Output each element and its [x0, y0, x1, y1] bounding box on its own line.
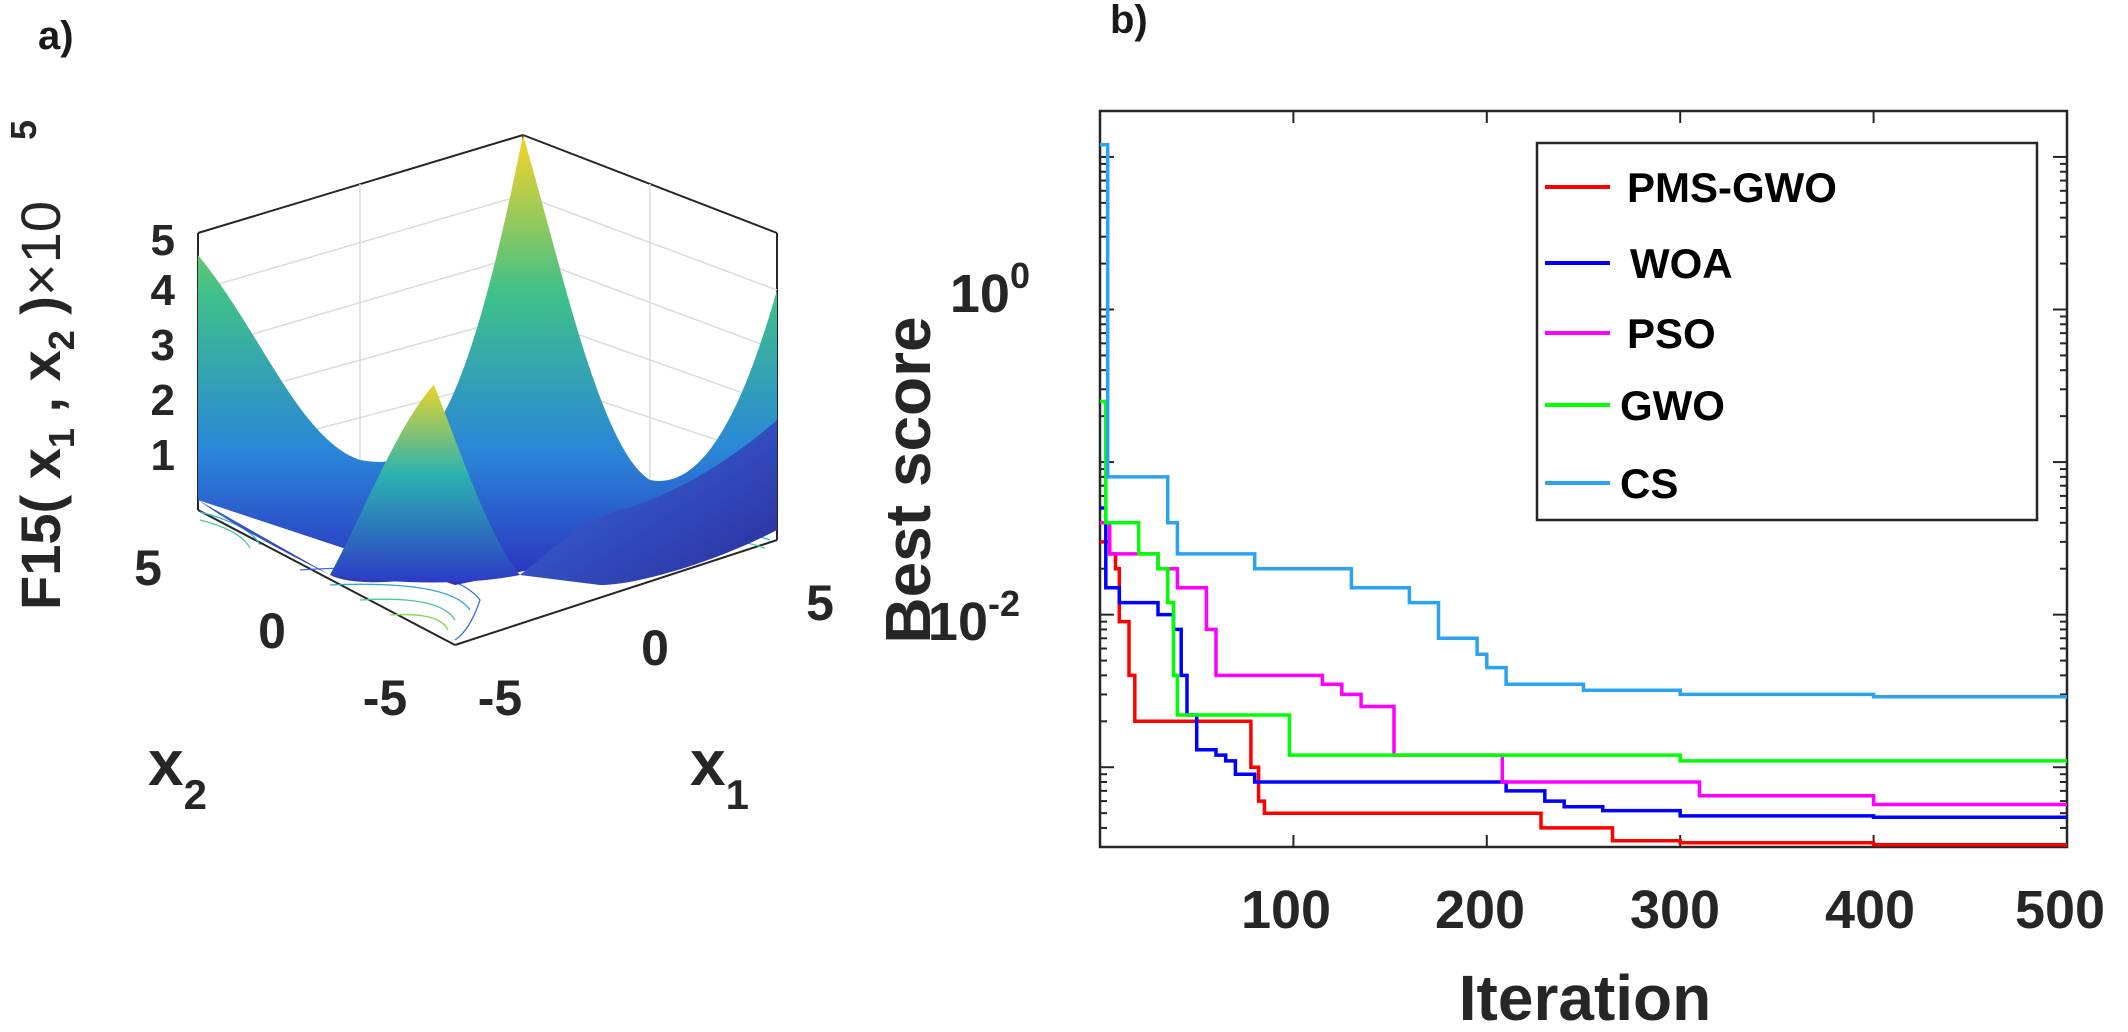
z-tick-label: 2 — [151, 376, 175, 425]
legend-label: GWO — [1620, 382, 1725, 429]
x2-tick-label: 0 — [258, 603, 286, 659]
x1-tick-label: 0 — [641, 620, 669, 676]
x1-tick-label: -5 — [478, 670, 522, 726]
legend-label: PMS-GWO — [1627, 164, 1837, 211]
x2-tick-label: -5 — [363, 670, 407, 726]
x1-tick-label: 5 — [806, 575, 834, 631]
legend-label: CS — [1620, 460, 1678, 507]
z-tick-label: 3 — [151, 321, 175, 370]
z-scale-exponent: 5 — [3, 120, 44, 140]
x1-axis-label: x1 — [690, 727, 749, 818]
x2-tick-label: 5 — [134, 540, 162, 596]
legend-label: WOA — [1630, 240, 1733, 287]
legend: PMS-GWO WOA PSO GWO CS — [1537, 143, 2037, 520]
x-tick-label: 100 — [1241, 880, 1331, 940]
y-tick-label: 100 — [950, 255, 1030, 324]
x-axis-label: Iteration — [1459, 962, 1711, 1032]
x2-axis-label: x2 — [148, 727, 207, 818]
x-tick-label: 500 — [2015, 880, 2105, 940]
x-tick-label: 200 — [1435, 880, 1525, 940]
convergence-chart: 100 10-2 100 200 300 400 500 Iteration B… — [872, 111, 2105, 1032]
z-tick-label: 5 — [151, 216, 175, 265]
x-tick-label: 400 — [1825, 880, 1915, 940]
z-tick-label: 1 — [151, 431, 175, 480]
x-tick-label: 300 — [1630, 880, 1720, 940]
legend-label: PSO — [1627, 310, 1716, 357]
y-axis-label: Best score — [872, 316, 944, 643]
figure-canvas: 5 4 3 2 1 F15( x1 , x2 )×10 5 5 0 -5 -5 … — [0, 0, 2128, 1032]
z-axis-label: F15( x1 , x2 )×10 — [9, 201, 82, 610]
surface-plot-3d: 5 4 3 2 1 F15( x1 , x2 )×10 5 5 0 -5 -5 … — [3, 120, 834, 818]
z-tick-label: 4 — [151, 266, 176, 315]
